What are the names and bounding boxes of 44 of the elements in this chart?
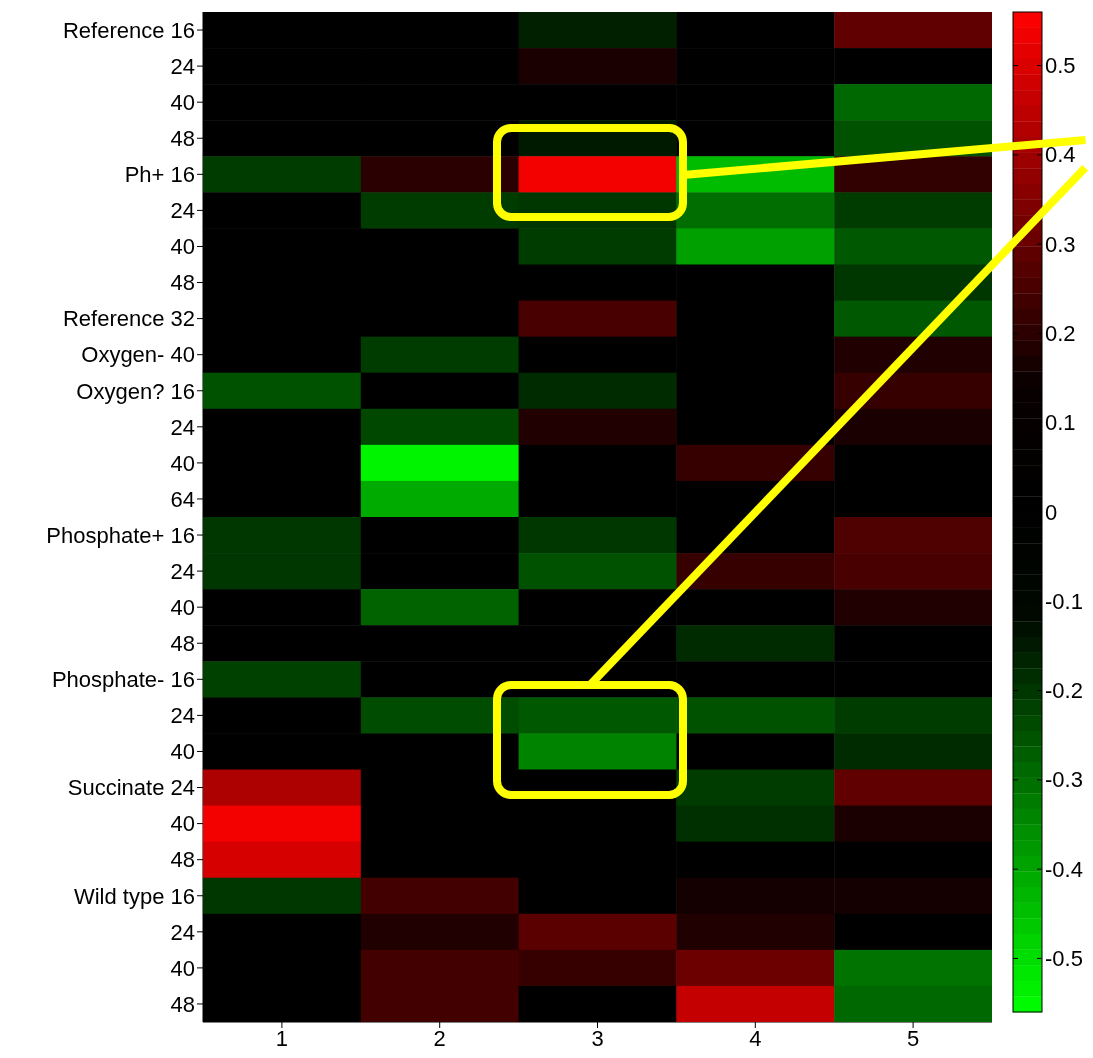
- x-tick-label: 1: [275, 1025, 289, 1051]
- y-tick-label: 64: [170, 486, 195, 512]
- y-tick-label: Phosphate- 16: [51, 667, 195, 693]
- y-tick-label: Reference 32: [62, 306, 195, 332]
- y-tick-label: Succinate 24: [67, 775, 195, 801]
- y-tick-label: Oxygen? 16: [76, 378, 195, 404]
- y-tick-label: 24: [170, 198, 195, 224]
- y-tick-label: 48: [170, 991, 195, 1017]
- y-tick-label: Wild type 16: [73, 883, 195, 909]
- color-bar-label: -0.3: [1045, 767, 1083, 793]
- y-tick-label: 48: [170, 631, 195, 657]
- y-tick-label: 48: [170, 270, 195, 296]
- color-bar-label: 0.2: [1045, 320, 1076, 346]
- y-tick-label: 48: [170, 126, 195, 152]
- y-tick-label: Reference 16: [62, 17, 195, 43]
- y-tick-label: Phosphate+ 16: [46, 522, 195, 548]
- y-tick-label: 48: [170, 847, 195, 873]
- y-tick-label: 24: [170, 414, 195, 440]
- color-bar-label: -0.4: [1045, 856, 1083, 882]
- y-tick-label: 40: [170, 739, 195, 765]
- y-tick-label: 40: [170, 450, 195, 476]
- y-tick-label: 40: [170, 594, 195, 620]
- color-bar-label: 0.1: [1045, 410, 1076, 436]
- y-tick-label: 24: [170, 558, 195, 584]
- color-bar-label: 0.4: [1045, 142, 1076, 168]
- y-tick-label: Ph+ 16: [124, 162, 195, 188]
- color-bar-label: -0.1: [1045, 588, 1083, 614]
- y-tick-label: Oxygen- 40: [81, 342, 195, 368]
- color-bar-label: 0.5: [1045, 53, 1076, 79]
- y-tick-label: 40: [170, 955, 195, 981]
- x-tick-label: 5: [906, 1025, 920, 1051]
- y-tick-label: 24: [170, 919, 195, 945]
- y-tick-label: 40: [170, 89, 195, 115]
- color-bar-label: -0.5: [1045, 945, 1083, 971]
- x-tick-label: 3: [591, 1025, 604, 1051]
- x-tick-label: 2: [433, 1025, 446, 1051]
- y-tick-label: 24: [170, 53, 195, 79]
- color-bar-label: 0.3: [1045, 231, 1076, 257]
- x-tick-label: 4: [749, 1025, 762, 1051]
- y-tick-label: 24: [170, 703, 195, 729]
- color-bar-label: -0.2: [1045, 678, 1083, 704]
- y-tick-label: 40: [170, 811, 195, 837]
- y-tick-label: 40: [170, 234, 195, 260]
- color-bar-label: 0: [1045, 499, 1058, 525]
